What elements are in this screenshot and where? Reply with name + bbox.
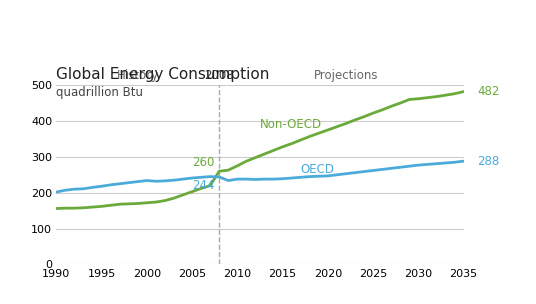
Text: Projections: Projections [314,68,378,81]
Text: 2008: 2008 [204,68,234,81]
Text: Non-OECD: Non-OECD [260,118,322,131]
Text: History: History [117,68,159,81]
Text: 260: 260 [192,156,215,169]
Text: OECD: OECD [301,163,334,175]
Text: 244: 244 [192,179,215,192]
Text: Global Energy Consumption: Global Energy Consumption [56,67,270,82]
Text: 482: 482 [477,85,500,98]
Text: 288: 288 [477,155,500,168]
Text: quadrillion Btu: quadrillion Btu [56,86,143,99]
